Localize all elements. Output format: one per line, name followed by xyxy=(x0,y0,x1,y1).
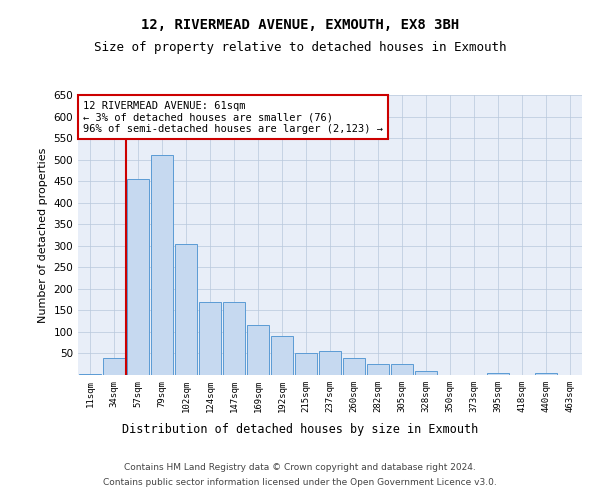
Bar xyxy=(391,364,413,375)
Bar xyxy=(223,302,245,375)
Bar xyxy=(415,370,437,375)
Text: 12 RIVERMEAD AVENUE: 61sqm
← 3% of detached houses are smaller (76)
96% of semi-: 12 RIVERMEAD AVENUE: 61sqm ← 3% of detac… xyxy=(83,100,383,134)
Text: Contains HM Land Registry data © Crown copyright and database right 2024.: Contains HM Land Registry data © Crown c… xyxy=(124,463,476,472)
Bar xyxy=(367,364,389,375)
Bar xyxy=(151,156,173,375)
Text: 12, RIVERMEAD AVENUE, EXMOUTH, EX8 3BH: 12, RIVERMEAD AVENUE, EXMOUTH, EX8 3BH xyxy=(141,18,459,32)
Bar xyxy=(271,336,293,375)
Bar xyxy=(319,352,341,375)
Bar xyxy=(79,374,101,375)
Bar xyxy=(175,244,197,375)
Y-axis label: Number of detached properties: Number of detached properties xyxy=(38,148,48,322)
Bar xyxy=(199,302,221,375)
Bar xyxy=(103,358,125,375)
Bar xyxy=(343,358,365,375)
Bar xyxy=(127,179,149,375)
Text: Distribution of detached houses by size in Exmouth: Distribution of detached houses by size … xyxy=(122,424,478,436)
Bar xyxy=(535,373,557,375)
Text: Contains public sector information licensed under the Open Government Licence v3: Contains public sector information licen… xyxy=(103,478,497,487)
Text: Size of property relative to detached houses in Exmouth: Size of property relative to detached ho… xyxy=(94,41,506,54)
Bar xyxy=(295,354,317,375)
Bar xyxy=(247,326,269,375)
Bar xyxy=(487,373,509,375)
